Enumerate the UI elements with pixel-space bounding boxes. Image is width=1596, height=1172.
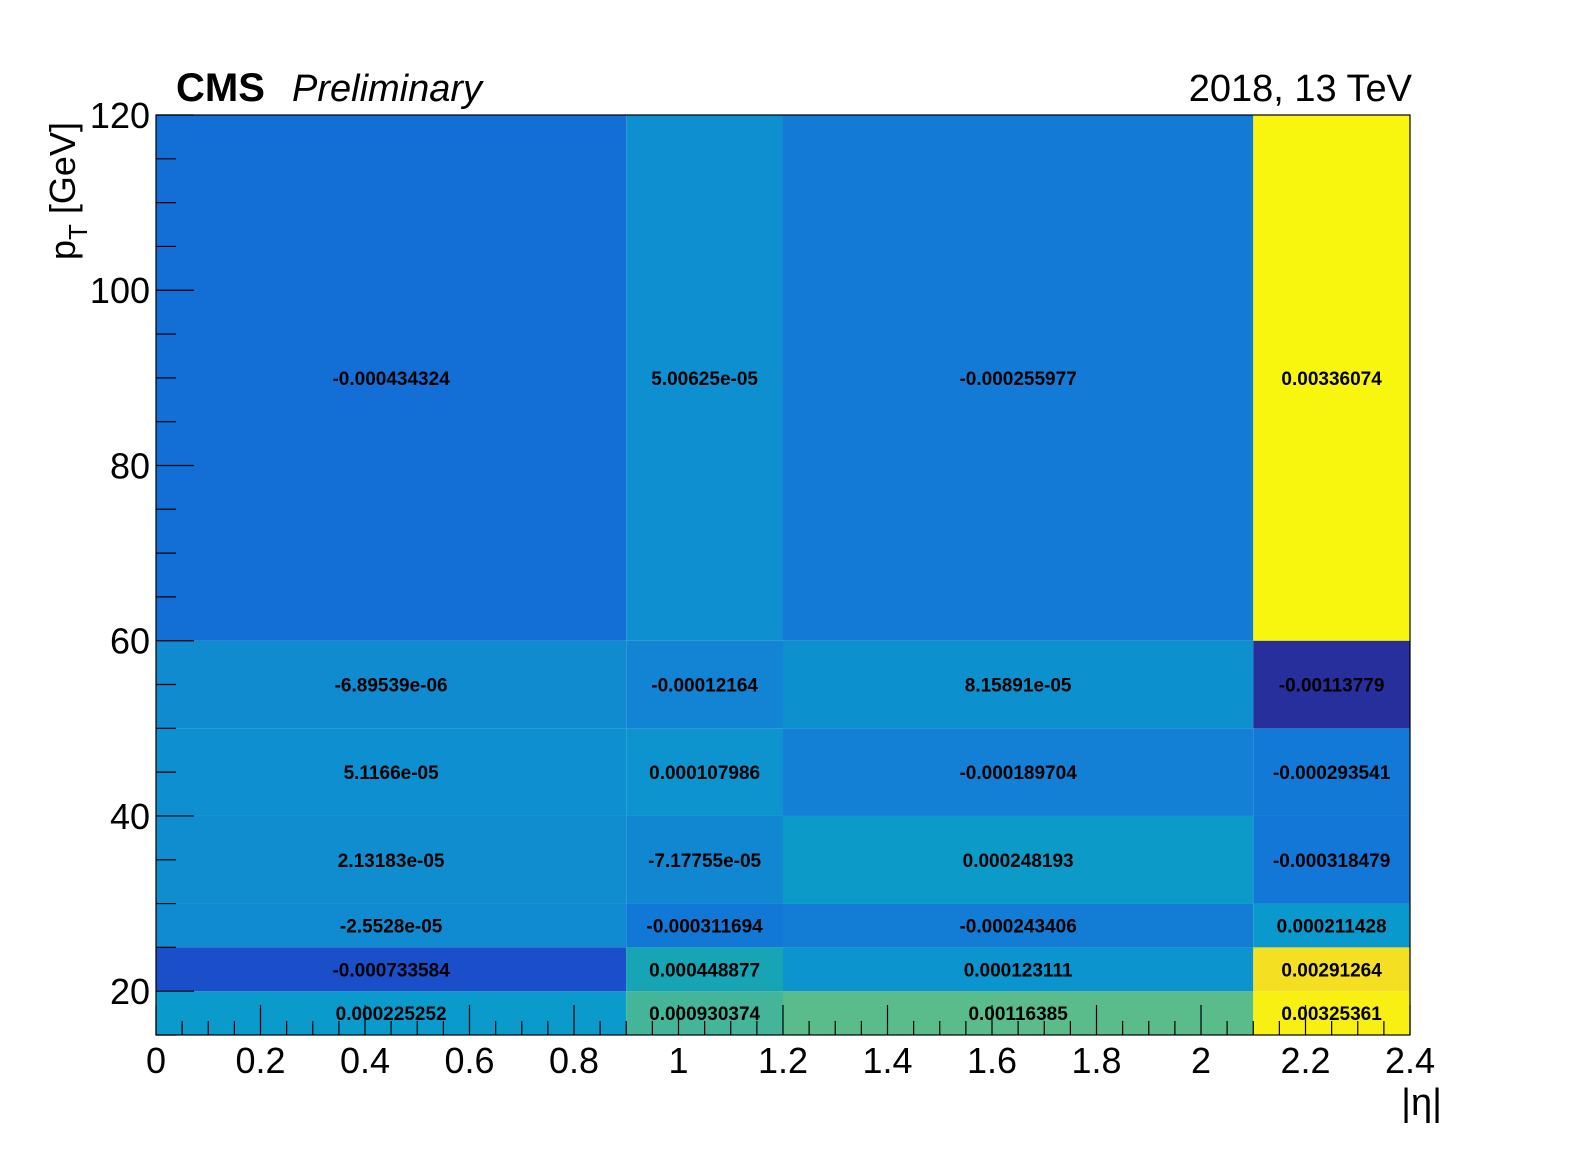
x-tick-label: 1.4 xyxy=(862,1040,912,1081)
x-tick-label: 1 xyxy=(668,1040,688,1081)
heatmap-cells xyxy=(156,115,1410,1035)
cell-value-label: -6.89539e-06 xyxy=(335,676,448,697)
heatmap-cell xyxy=(1253,903,1410,948)
plot-frame xyxy=(155,114,1411,1036)
y-tick-label: 40 xyxy=(110,796,150,837)
cell-value-label: 0.000448877 xyxy=(649,960,760,981)
heatmap-cell xyxy=(156,115,627,641)
cell-value-label: -0.00113779 xyxy=(1279,676,1385,697)
cell-value-label: 2.13183e-05 xyxy=(338,851,445,872)
heatmap-cell xyxy=(783,947,1254,992)
cell-value-label: 5.00625e-05 xyxy=(651,369,758,390)
y-tick-label: 60 xyxy=(110,621,150,662)
heatmap-cell xyxy=(1253,728,1410,816)
y-tick-label: 120 xyxy=(90,95,150,136)
heatmap-cell xyxy=(156,903,627,948)
y-tick-label: 80 xyxy=(110,445,150,486)
status-label: Preliminary xyxy=(292,68,483,110)
cell-value-label: -0.000318479 xyxy=(1273,851,1390,872)
x-tick-label: 1.8 xyxy=(1071,1040,1121,1081)
cell-value-label: -0.000189704 xyxy=(959,763,1077,784)
cell-value-label: 0.00116385 xyxy=(968,1004,1068,1025)
heatmap-cell xyxy=(156,728,627,816)
cell-value-label: 0.000211428 xyxy=(1277,916,1387,937)
heatmap-cell xyxy=(626,640,783,729)
cell-value-label: -0.000311694 xyxy=(647,916,764,937)
x-tick-label: 0.8 xyxy=(549,1040,599,1081)
heatmap-cell xyxy=(626,903,783,948)
cell-value-label: 0.00325361 xyxy=(1281,1004,1382,1025)
cell-value-label: 0.000930374 xyxy=(649,1004,760,1025)
cell-value-label: -0.000293541 xyxy=(1273,763,1391,784)
heatmap-cell xyxy=(783,903,1254,948)
axis-tick-labels: 0 0.2 0.4 0.6 0.8 1 1.2 1.4 1.6 1.8 2 2.2 2.4 20 40 60 8… xyxy=(90,95,1435,1081)
heatmap-cell xyxy=(626,115,783,641)
x-tick-label: 0.2 xyxy=(235,1040,285,1081)
cell-value-label: 0.000225252 xyxy=(336,1004,447,1025)
x-tick-label: 0.4 xyxy=(340,1040,390,1081)
cell-value-label: -7.17755e-05 xyxy=(648,851,761,872)
x-tick-label: 0 xyxy=(146,1040,166,1081)
heatmap-cell xyxy=(783,115,1254,641)
heatmap-cell xyxy=(783,728,1254,816)
heatmap-cell xyxy=(1253,947,1410,992)
cell-value-label: 5.1166e-05 xyxy=(344,763,440,784)
cell-value-label: -0.000243406 xyxy=(959,916,1076,937)
cell-value-label: -0.000434324 xyxy=(332,369,450,390)
heatmap-cell xyxy=(156,815,627,904)
heatmap-cell-labels: 0.000225252 0.000930374 0.00116385 0.003253… xyxy=(332,369,1390,1025)
experiment-label: CMS xyxy=(176,66,265,110)
y-tick-label: 20 xyxy=(110,971,150,1012)
heatmap-cell xyxy=(1253,115,1410,641)
cell-value-label: 0.00291264 xyxy=(1281,960,1382,981)
x-tick-label: 0.6 xyxy=(444,1040,494,1081)
heatmap-cell xyxy=(626,947,783,992)
cell-value-label: 0.000248193 xyxy=(963,851,1074,872)
heatmap-cell xyxy=(156,640,627,729)
heatmap-cell xyxy=(626,815,783,904)
x-tick-label: 2 xyxy=(1191,1040,1211,1081)
x-tick-label: 2.2 xyxy=(1280,1040,1330,1081)
cell-value-label: -2.5528e-05 xyxy=(340,916,443,937)
heatmap-cell xyxy=(783,640,1254,729)
cell-value-label: 0.00336074 xyxy=(1281,369,1382,390)
x-tick-label: 2.4 xyxy=(1385,1040,1435,1081)
heatmap-cell xyxy=(626,728,783,816)
x-tick-label: 1.6 xyxy=(967,1040,1017,1081)
cell-value-label: 0.000123111 xyxy=(964,960,1073,981)
cell-value-label: -0.000733584 xyxy=(332,960,450,981)
heatmap-cell xyxy=(1253,640,1410,729)
heatmap-cell xyxy=(156,947,627,992)
cell-value-label: 8.15891e-05 xyxy=(965,676,1072,697)
cell-value-label: 0.000107986 xyxy=(649,763,760,784)
x-axis-label: |η| xyxy=(1401,1082,1442,1124)
cell-value-label: -0.00012164 xyxy=(651,676,758,697)
heatmap-cell xyxy=(1253,815,1410,904)
y-tick-label: 100 xyxy=(90,270,150,311)
cell-value-label: -0.000255977 xyxy=(959,369,1076,390)
lumi-label: 2018, 13 TeV xyxy=(1188,68,1412,110)
heatmap-cell xyxy=(783,815,1254,904)
x-tick-label: 1.2 xyxy=(758,1040,808,1081)
